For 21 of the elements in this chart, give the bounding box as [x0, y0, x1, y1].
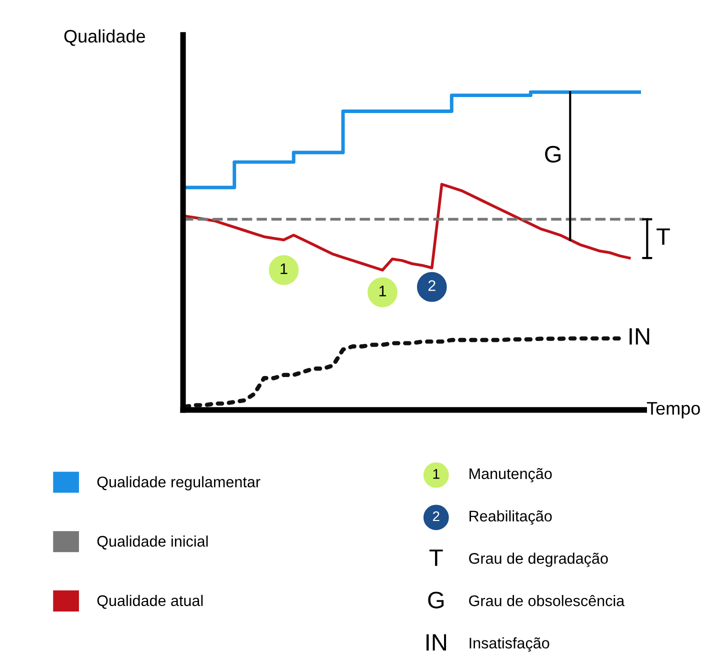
legend-label: Qualidade atual	[97, 594, 203, 609]
series-label: IN	[630, 328, 650, 345]
text: T	[429, 550, 443, 566]
annotation: 2	[428, 280, 436, 291]
legend-label: Qualidade inicial	[97, 536, 208, 550]
annotation: 1	[280, 264, 288, 274]
text: Grau de degradação	[469, 552, 608, 567]
annotation: G	[545, 146, 560, 163]
legend-label: Qualidade regulamentar	[97, 476, 260, 490]
text: Manutenção	[470, 468, 552, 482]
text: 2	[432, 511, 440, 522]
y-axis-title: Qualidade	[64, 29, 145, 46]
x-axis-title: Tempo	[646, 402, 700, 418]
text: 1	[433, 469, 440, 479]
text: G	[428, 592, 444, 608]
text: Reabilitação	[470, 510, 552, 525]
text: T	[656, 228, 670, 245]
annotation: 1	[379, 286, 386, 296]
text: IN	[426, 634, 446, 651]
text: Insatisfação	[470, 637, 550, 652]
text: Grau de obsolescência	[469, 594, 625, 606]
